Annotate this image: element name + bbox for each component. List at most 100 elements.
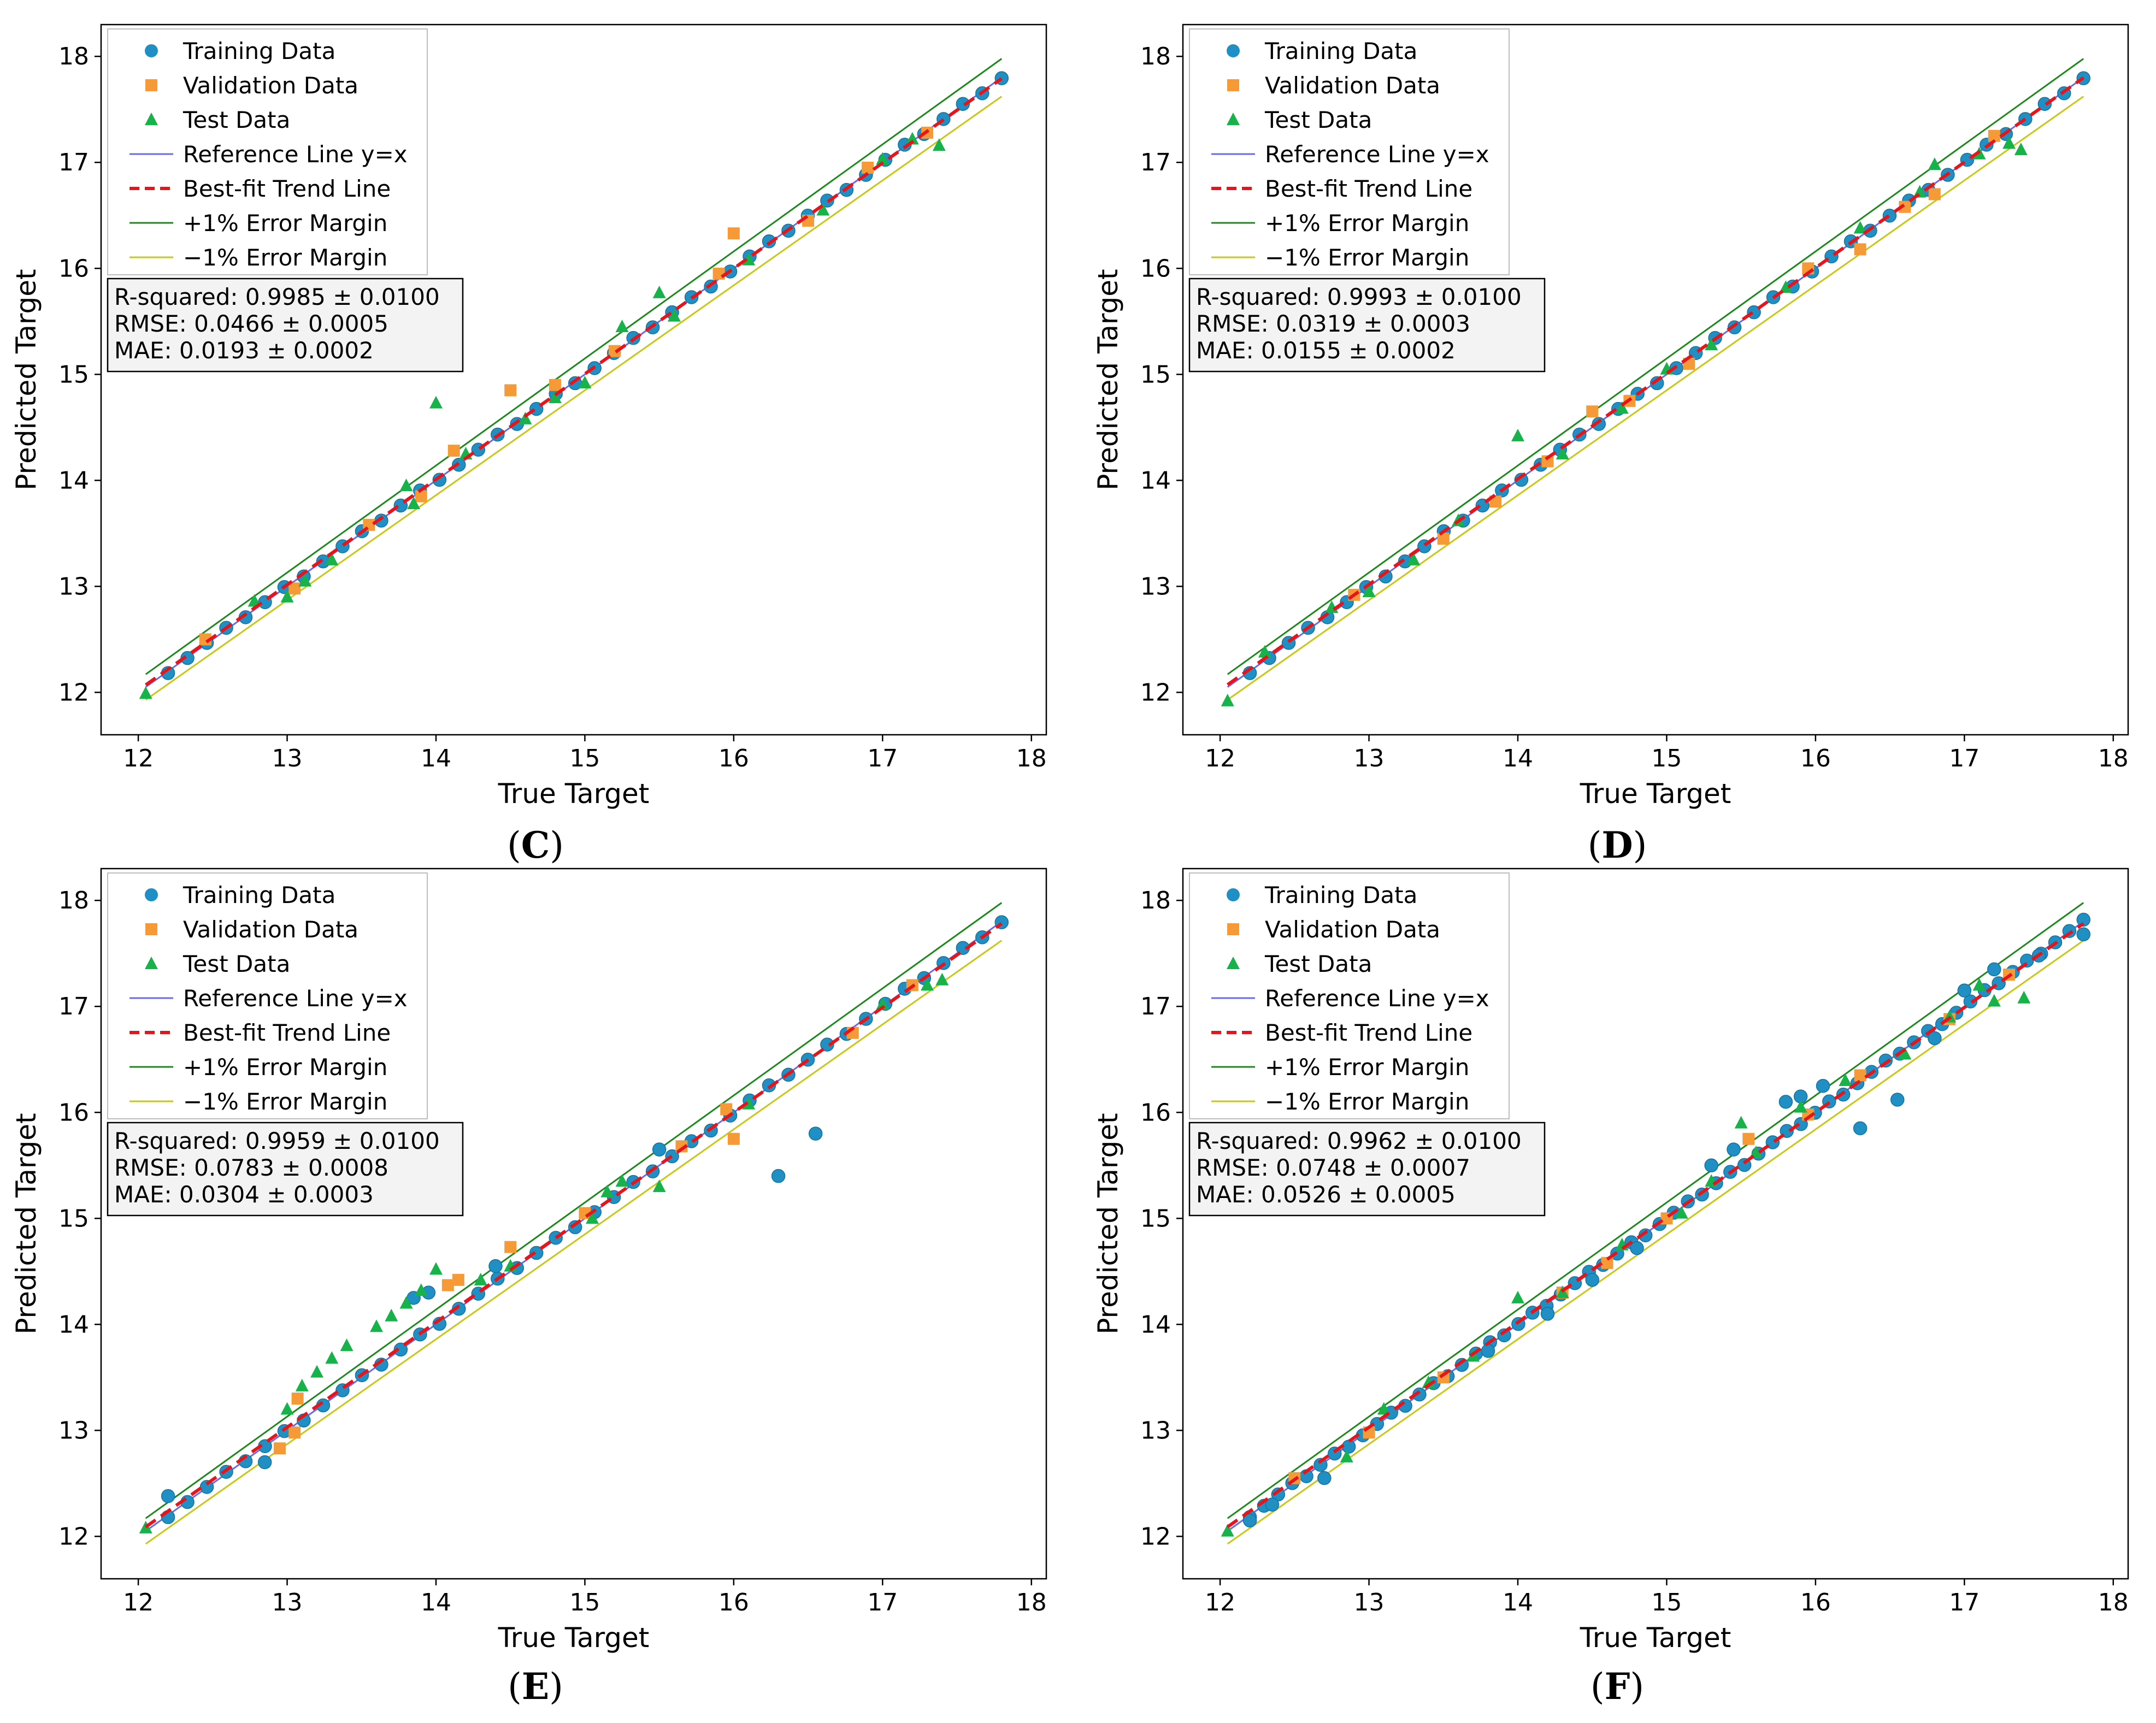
- test-point: [139, 1520, 152, 1533]
- test-point: [905, 132, 919, 145]
- test-point: [1705, 337, 1718, 350]
- plot-frame: [1182, 868, 2129, 1580]
- plus-margin-line: [145, 58, 1003, 675]
- validation-series: [273, 979, 918, 1455]
- legend-box: [107, 28, 428, 275]
- test-point: [652, 1179, 666, 1193]
- stats-line: MAE: 0.0193 ± 0.0002: [114, 337, 374, 364]
- training-point: [1890, 1093, 1905, 1107]
- x-tick-label: 16: [718, 1589, 749, 1616]
- validation-point: [1899, 200, 1911, 213]
- stats-line: RMSE: 0.0748 ± 0.0007: [1196, 1154, 1470, 1181]
- stats-line: R-squared: 0.9993 ± 0.0100: [1196, 284, 1522, 310]
- test-point: [2002, 136, 2016, 149]
- minus-margin-line: [1227, 96, 2084, 701]
- legend-validation-symbol: [145, 923, 157, 935]
- validation-point: [862, 161, 874, 174]
- training-point: [771, 1169, 786, 1183]
- stats-line: R-squared: 0.9959 ± 0.0100: [114, 1128, 440, 1154]
- training-point: [1704, 1158, 1718, 1173]
- validation-point: [1586, 405, 1599, 418]
- test-point: [652, 285, 666, 298]
- test-point: [1779, 280, 1793, 293]
- training-point: [568, 1220, 582, 1235]
- legend-bestfit-label: Best-fit Trend Line: [183, 175, 391, 202]
- x-tick-label: 15: [569, 745, 600, 772]
- legend-test-label: Test Data: [1264, 107, 1372, 133]
- test-point: [742, 252, 756, 265]
- test-point: [578, 375, 592, 388]
- stats-line: RMSE: 0.0466 ± 0.0005: [114, 310, 388, 337]
- training-point: [1957, 983, 1972, 998]
- plot-frame: [100, 868, 1047, 1580]
- legend-training-symbol: [145, 888, 158, 901]
- validation-point: [1928, 188, 1941, 200]
- legend-validation-label: Validation Data: [1265, 72, 1440, 99]
- legend-box: [1189, 28, 1510, 275]
- y-tick-label: 17: [58, 993, 89, 1020]
- legend-training-symbol: [1227, 888, 1240, 901]
- training-point: [1928, 1031, 1942, 1046]
- validation-point: [291, 1392, 304, 1405]
- x-tick-label: 12: [1205, 1589, 1235, 1616]
- training-point: [452, 1301, 466, 1316]
- test-point: [2017, 990, 2031, 1004]
- validation-point: [608, 345, 621, 357]
- validation-series: [199, 126, 934, 646]
- x-tick-label: 12: [1205, 745, 1235, 772]
- test-point: [1258, 645, 1271, 658]
- y-tick-label: 14: [58, 1311, 89, 1338]
- stats-line: R-squared: 0.9962 ± 0.0100: [1196, 1128, 1522, 1154]
- y-tick-label: 17: [1140, 149, 1171, 176]
- x-tick-label: 17: [867, 1589, 898, 1616]
- validation-point: [504, 384, 517, 397]
- training-point: [1265, 1497, 1280, 1512]
- legend-training-label: Training Data: [182, 38, 335, 64]
- panel-label-letter: F: [1605, 1665, 1630, 1708]
- test-point: [325, 1351, 339, 1364]
- panel-e: 12 13 14 15 16 17 18 12 13 14 15 16 17 18 True Target P…: [10, 868, 1047, 1708]
- test-point: [474, 1272, 487, 1285]
- training-point: [1778, 1095, 1793, 1109]
- test-point: [2014, 142, 2028, 155]
- x-tick-label: 18: [1016, 745, 1047, 772]
- y-tick-label: 14: [1140, 467, 1171, 494]
- stats-box-frame: [1188, 1122, 1546, 1217]
- panel-label-open: (: [1588, 824, 1602, 866]
- x-tick-label: 14: [421, 745, 451, 772]
- y-tick-label: 12: [1140, 1523, 1171, 1550]
- y-tick-label: 16: [58, 255, 89, 282]
- test-point: [1972, 978, 1986, 991]
- test-point: [1511, 428, 1524, 441]
- panel-label-letter: E: [522, 1665, 549, 1708]
- minus-margin-line: [145, 940, 1003, 1545]
- legend-test-label: Test Data: [1264, 951, 1372, 977]
- training-point: [762, 1078, 776, 1093]
- legend-validation-symbol: [1227, 79, 1239, 91]
- x-tick-label: 17: [1949, 1589, 1980, 1616]
- test-series: [139, 132, 946, 699]
- training-point: [257, 1455, 272, 1470]
- test-point: [414, 1283, 428, 1296]
- y-tick-label: 13: [1140, 573, 1171, 600]
- x-tick-label: 14: [1503, 745, 1533, 772]
- legend-reference-label: Reference Line y=x: [1265, 985, 1489, 1012]
- panel-label-open: (: [507, 824, 521, 866]
- y-tick-label: 18: [58, 887, 89, 914]
- plot-area: [1221, 902, 2091, 1545]
- y-tick-label: 13: [1140, 1417, 1171, 1444]
- validation-point: [1742, 1132, 1755, 1145]
- training-point: [1650, 376, 1664, 391]
- validation-point: [549, 379, 561, 391]
- x-tick-label: 14: [421, 1589, 451, 1616]
- test-point: [248, 594, 261, 607]
- legend-training-label: Training Data: [1264, 882, 1417, 908]
- y-tick-label: 17: [1140, 993, 1171, 1020]
- test-point: [548, 390, 562, 403]
- y-tick-label: 12: [58, 678, 89, 706]
- y-tick-label: 15: [1140, 1205, 1171, 1232]
- legend-test-label: Test Data: [182, 107, 290, 133]
- test-point: [932, 138, 946, 151]
- validation-point: [1437, 533, 1450, 545]
